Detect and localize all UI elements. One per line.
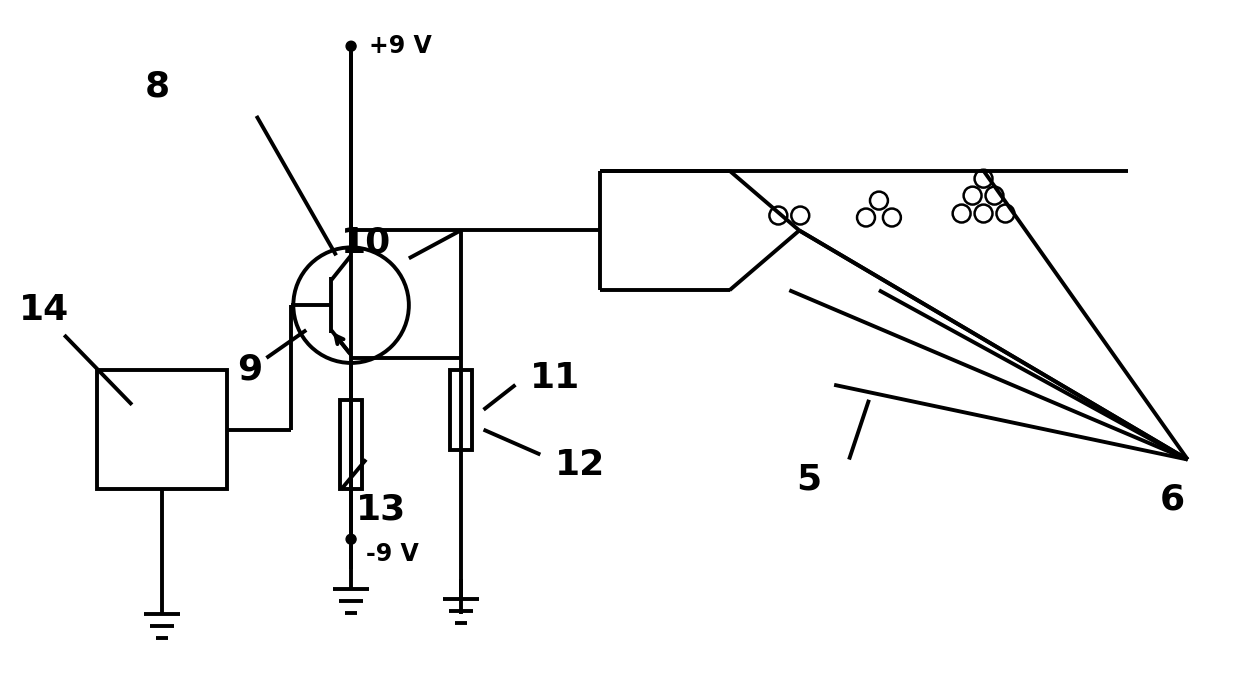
Circle shape <box>769 207 787 225</box>
Text: 13: 13 <box>356 493 407 526</box>
Circle shape <box>975 205 992 223</box>
Text: 5: 5 <box>796 462 822 497</box>
Text: 6: 6 <box>1161 482 1185 516</box>
Circle shape <box>294 247 409 363</box>
Bar <box>450 370 471 450</box>
Circle shape <box>346 534 356 544</box>
Text: +9 V: +9 V <box>370 34 432 58</box>
Text: 8: 8 <box>144 69 170 103</box>
Bar <box>97 370 227 489</box>
Circle shape <box>997 205 1014 223</box>
Text: 14: 14 <box>19 293 69 327</box>
Text: 9: 9 <box>237 353 262 387</box>
Circle shape <box>986 187 1003 205</box>
Circle shape <box>952 205 971 223</box>
Circle shape <box>870 192 888 209</box>
Text: 11: 11 <box>531 361 580 395</box>
Circle shape <box>975 169 992 187</box>
Circle shape <box>791 207 810 225</box>
Circle shape <box>883 209 901 227</box>
Circle shape <box>963 187 982 205</box>
Text: 12: 12 <box>556 448 605 482</box>
Circle shape <box>346 41 356 51</box>
Text: -9 V: -9 V <box>366 542 419 566</box>
Text: 10: 10 <box>341 225 391 260</box>
Circle shape <box>857 209 875 227</box>
Bar <box>340 400 362 489</box>
